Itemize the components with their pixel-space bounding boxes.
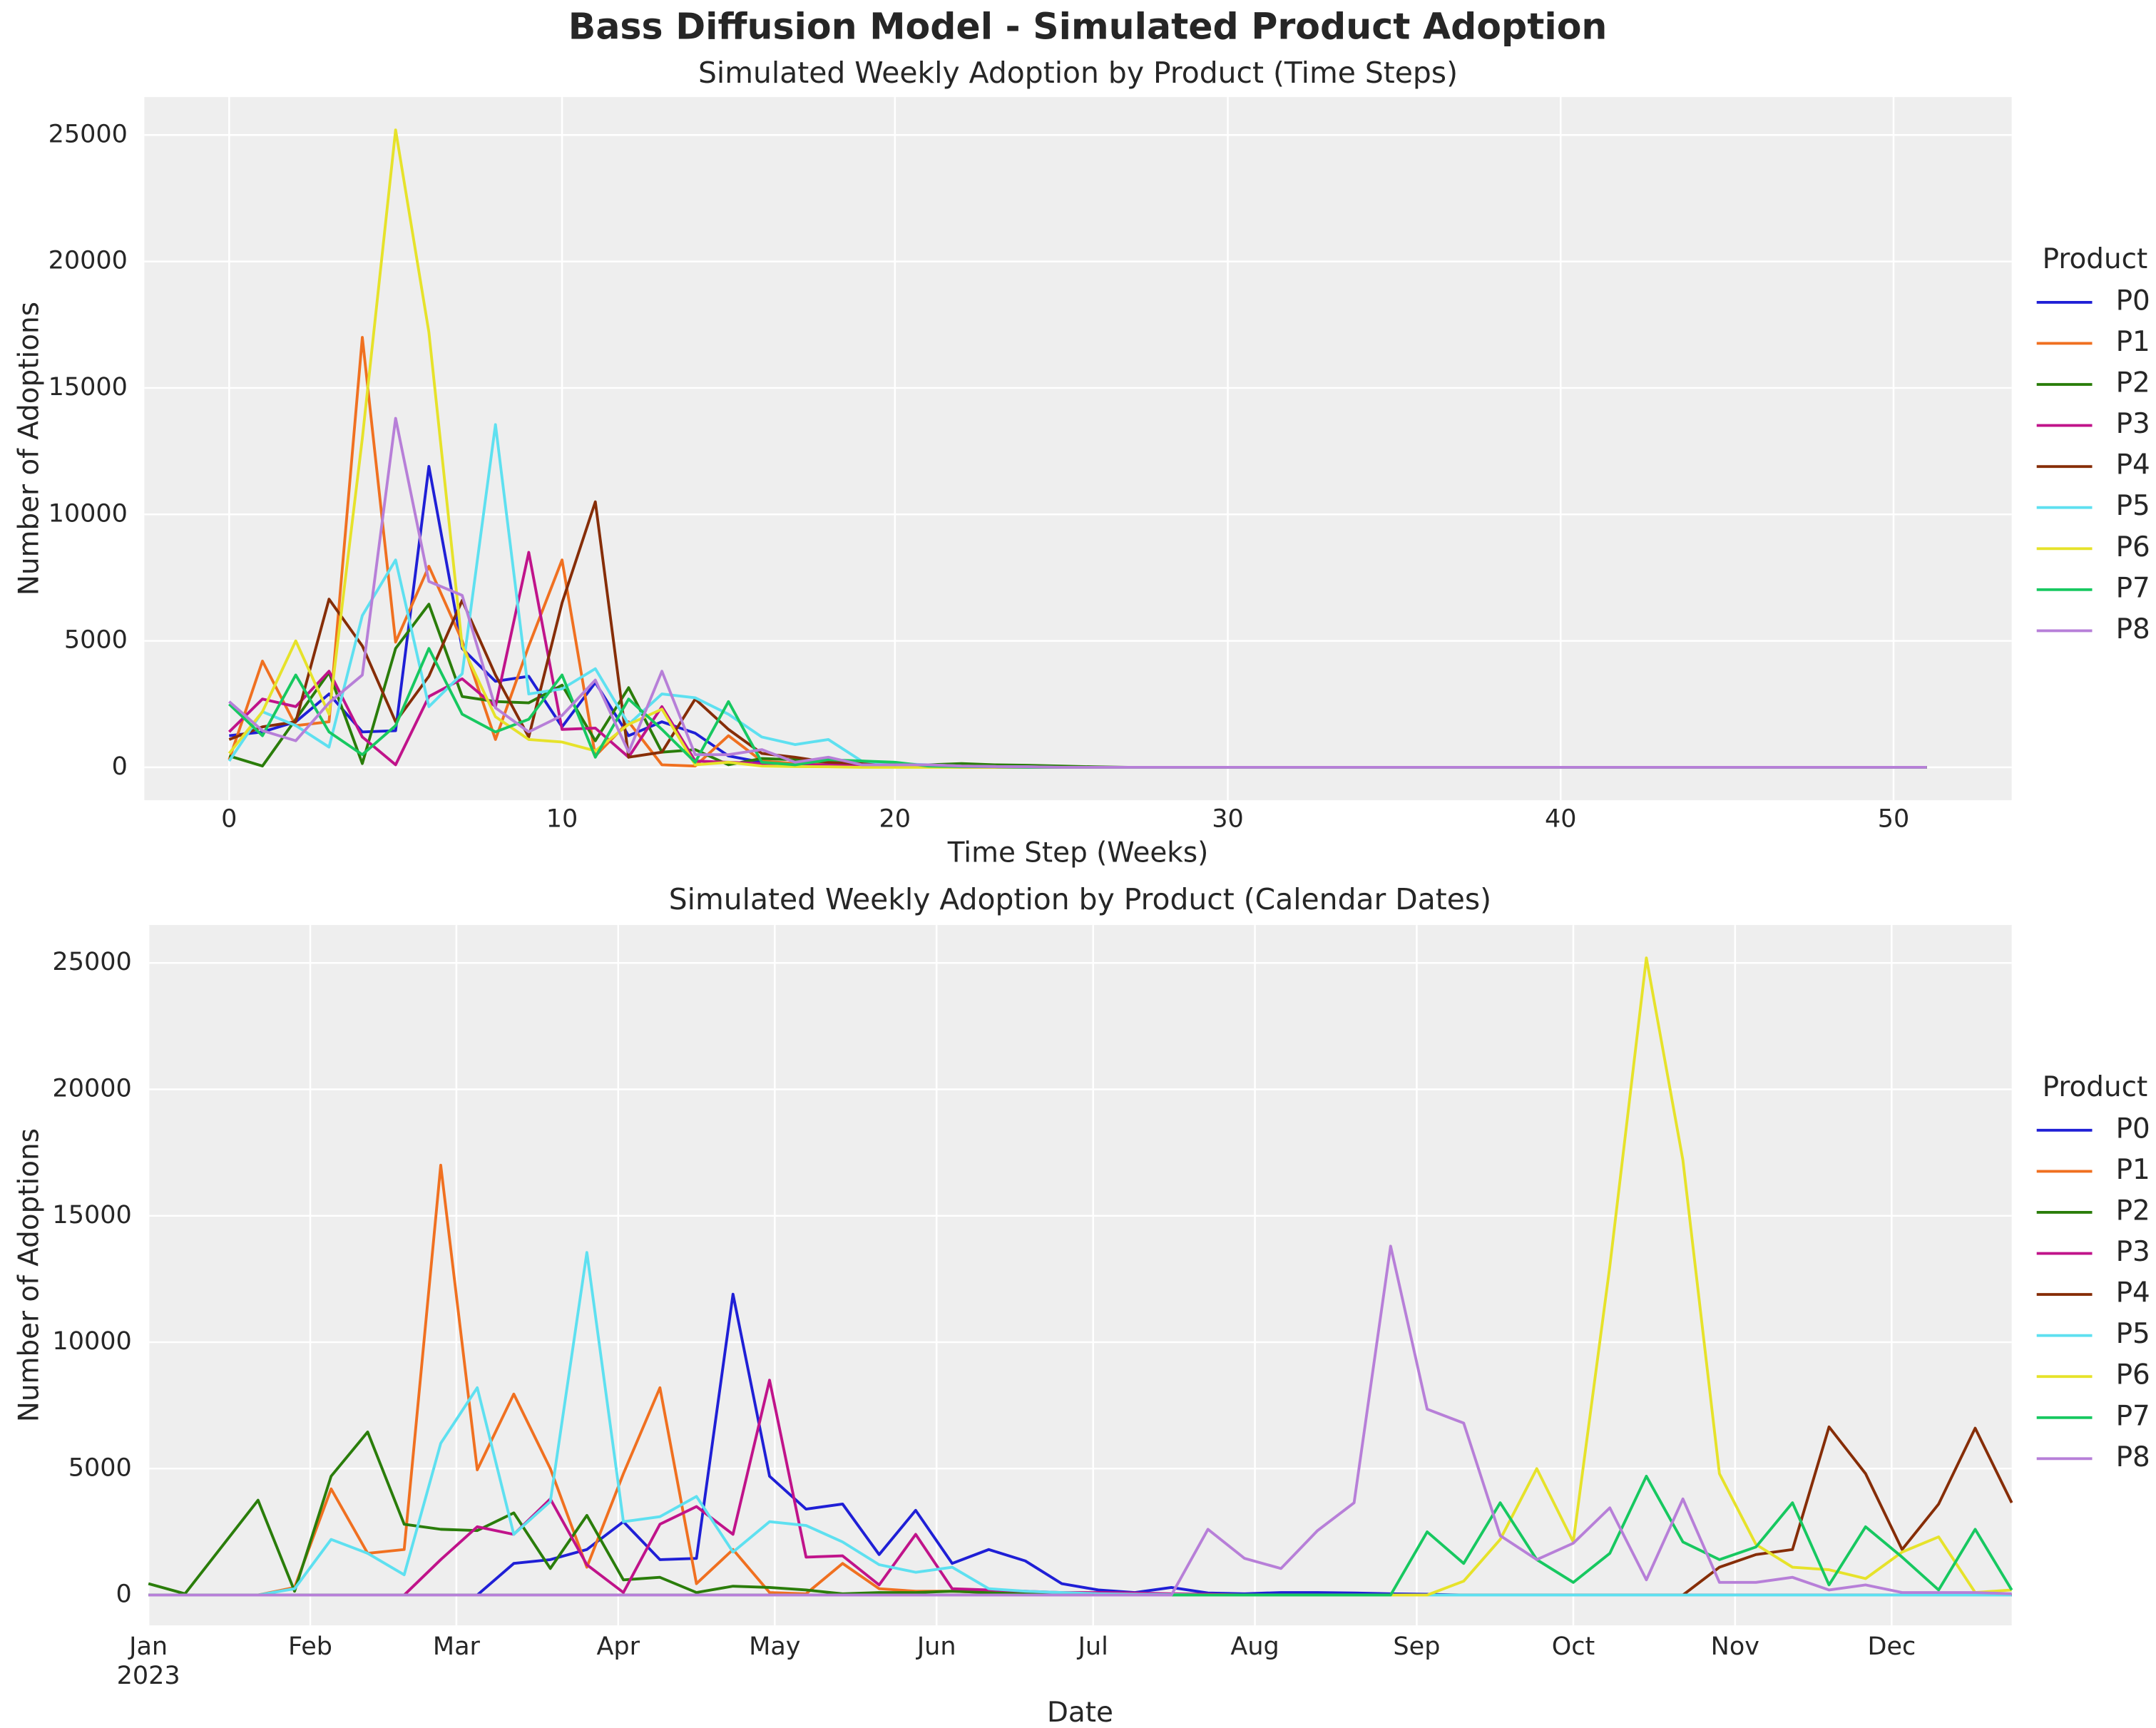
legend-title: Product [2043,243,2148,275]
legend-label: P0 [2116,1113,2150,1145]
x-tick-label: Dec [1868,1632,1916,1661]
legend-label: P5 [2116,1318,2150,1350]
legend-label: P7 [2116,1400,2150,1432]
x-tick-label: Feb [288,1632,332,1661]
x-tick-label: Apr [596,1632,640,1661]
legend-label: P4 [2116,1277,2150,1309]
legend-label: P8 [2116,1441,2150,1473]
x-tick-label: 30 [1212,804,1244,833]
legend-label: P1 [2116,1154,2150,1186]
y-tick-label: 20000 [48,247,128,275]
x-tick-label: 10 [546,804,578,833]
x-tick-label: 50 [1878,804,1910,833]
subplot-title: Simulated Weekly Adoption by Product (Ca… [669,882,1491,916]
legend-label: P7 [2116,572,2150,604]
y-tick-label: 25000 [48,120,128,148]
series-line [228,416,1927,769]
x-axis-label: Time Step (Weeks) [947,837,1209,869]
legend-title: Product [2043,1071,2148,1103]
legend-label: P3 [2116,408,2150,440]
y-tick-label: 15000 [52,1201,131,1229]
legend-label: P6 [2116,1359,2150,1391]
x-axis-label: Date [1047,1697,1113,1728]
y-tick-label: 5000 [64,626,128,655]
x-tick-label: Nov [1711,1632,1759,1661]
x-tick-label: 0 [221,804,237,833]
plot-area [148,925,2012,1626]
x-tick-label: Aug [1230,1632,1279,1661]
x-tick-label: Mar [433,1632,481,1661]
x-tick-label: Oct [1552,1632,1595,1661]
x-tick-label: Sep [1393,1632,1440,1661]
plot-area [144,97,2012,801]
legend-label: P2 [2116,1195,2150,1227]
legend-label: P8 [2116,613,2150,645]
y-tick-label: 0 [116,1580,132,1609]
x-tick-label: Jul [1077,1632,1108,1661]
y-axis-label: Number of Adoptions [13,302,45,595]
y-tick-label: 25000 [52,948,131,976]
y-tick-label: 10000 [52,1327,131,1356]
legend-label: P2 [2116,367,2150,399]
y-tick-label: 20000 [52,1075,131,1103]
legend-label: P3 [2116,1236,2150,1268]
legend-label: P1 [2116,326,2150,358]
x-offset-label: 2023 [117,1662,180,1690]
legend-label: P4 [2116,449,2150,481]
series-line [148,1244,2012,1597]
x-tick-label: May [749,1632,800,1661]
legend-label: P0 [2116,285,2150,317]
legend-label: P5 [2116,490,2150,522]
y-tick-label: 0 [112,752,128,781]
x-tick-label: 20 [879,804,911,833]
y-tick-label: 5000 [68,1453,132,1482]
x-tick-label: Jan [128,1632,168,1661]
series-line [148,1251,2012,1597]
legend-label: P6 [2116,531,2150,563]
figure-title: Bass Diffusion Model - Simulated Product… [568,5,1608,47]
x-tick-label: 40 [1545,804,1577,833]
subplot-title: Simulated Weekly Adoption by Product (Ti… [698,56,1458,90]
y-axis-label: Number of Adoptions [13,1128,45,1422]
x-tick-label: Jun [916,1632,956,1661]
y-tick-label: 15000 [48,373,128,402]
y-tick-label: 10000 [48,499,128,528]
